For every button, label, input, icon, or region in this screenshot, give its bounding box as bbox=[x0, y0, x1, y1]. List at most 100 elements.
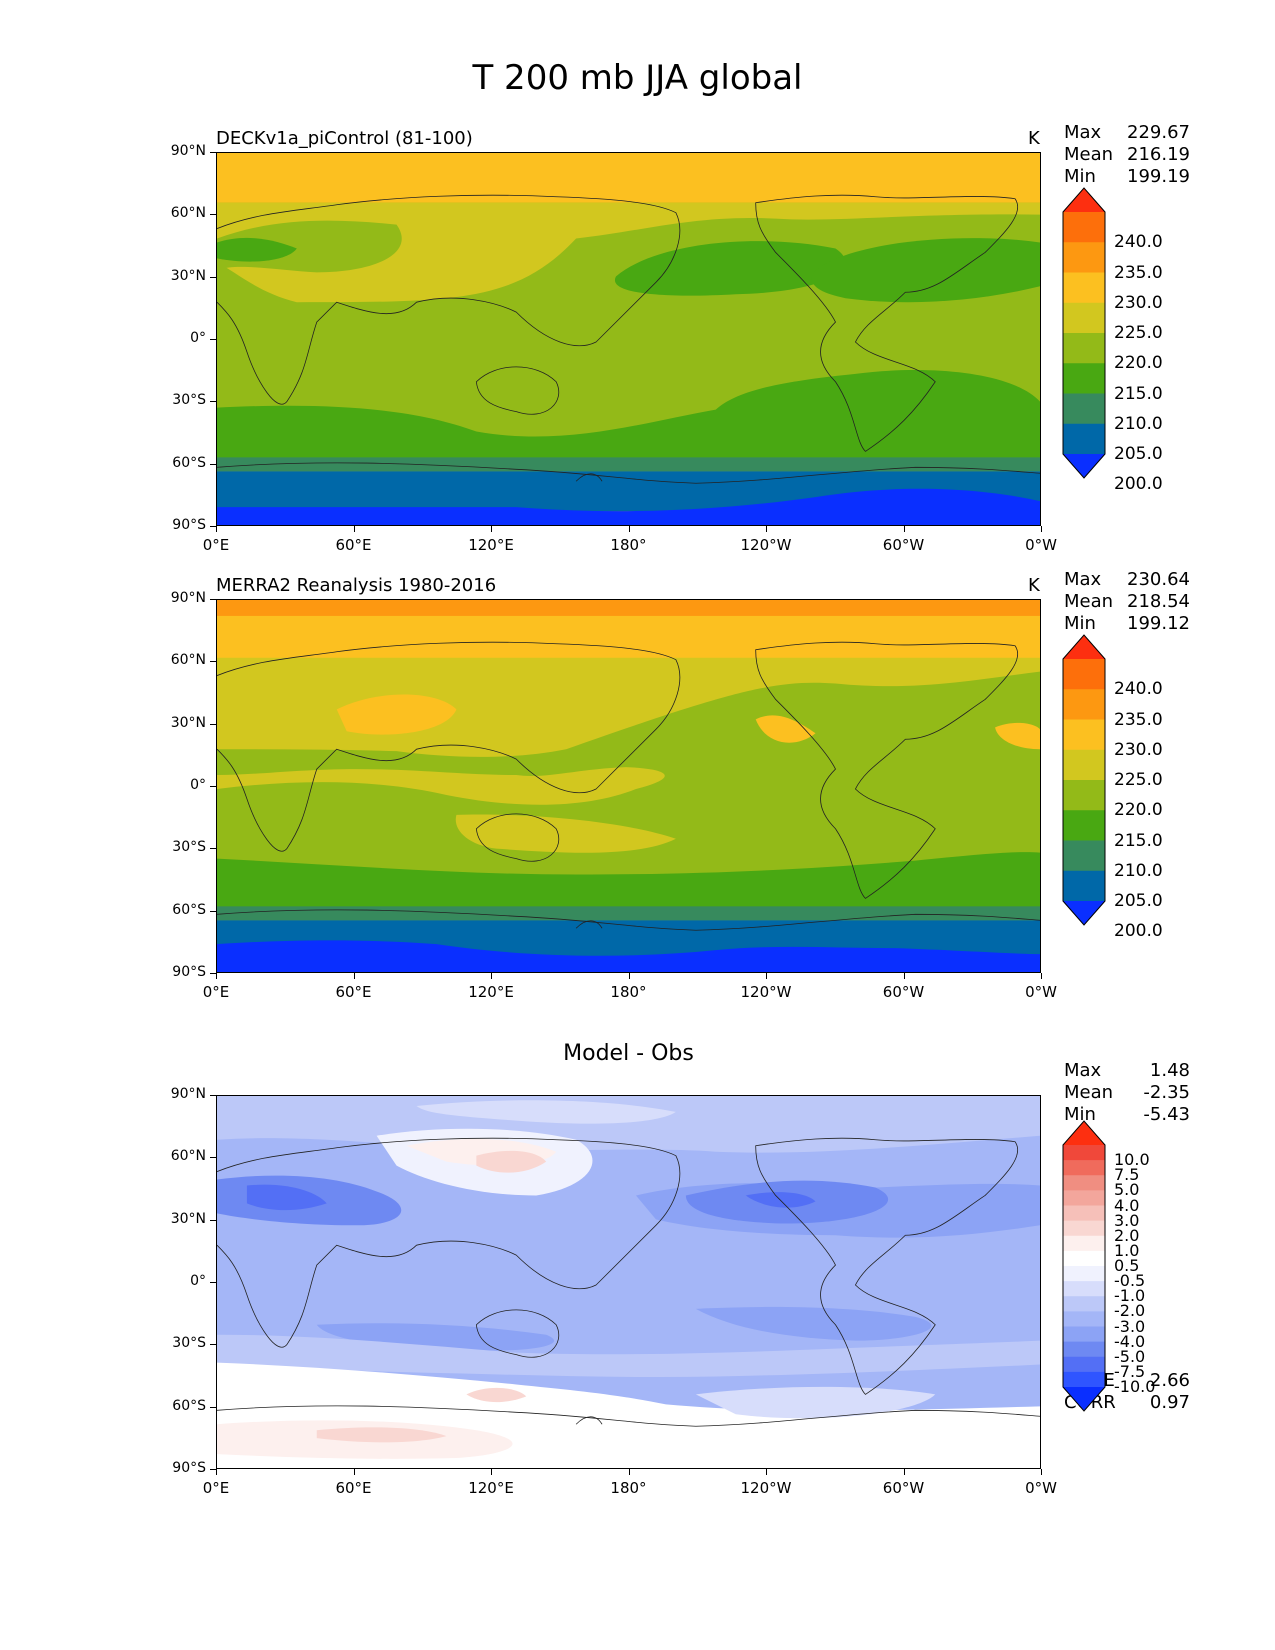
coastlines bbox=[217, 1137, 1040, 1427]
x-tick-label: 120°E bbox=[468, 1479, 514, 1497]
x-tick-mark bbox=[491, 526, 492, 532]
stat-value-min: 199.12 bbox=[1127, 613, 1190, 634]
colorbar-tick-label: -4.0 bbox=[1114, 1331, 1146, 1351]
x-tick-label: 0°E bbox=[202, 536, 230, 554]
colorbar-segment bbox=[1063, 272, 1105, 304]
y-tick-label: 90°S bbox=[172, 517, 206, 533]
y-tick-label: 30°N bbox=[170, 714, 206, 731]
y-tick-mark bbox=[210, 339, 216, 340]
x-tick-mark bbox=[766, 1469, 767, 1475]
colorbar-segment bbox=[1063, 393, 1105, 425]
colorbar-segment bbox=[1063, 1205, 1105, 1222]
colorbar-segment bbox=[1063, 780, 1105, 811]
colorbar-tick-label: 235.0 bbox=[1114, 709, 1163, 730]
stats-box: Max 1.48 Mean -2.35 Min -5.43 bbox=[1064, 1060, 1190, 1126]
y-tick-mark bbox=[210, 152, 216, 153]
stat-value-mean: -2.35 bbox=[1143, 1082, 1190, 1103]
colorbar-tick-label: 225.0 bbox=[1114, 770, 1163, 790]
band-plus1-siberia bbox=[476, 1150, 547, 1173]
colorbar-segment bbox=[1063, 1175, 1105, 1191]
x-tick-label: 60°E bbox=[335, 983, 372, 1001]
colorbar-segment bbox=[1063, 212, 1105, 243]
y-tick-mark bbox=[210, 723, 216, 725]
y-tick-label: 90°S bbox=[172, 964, 206, 980]
colorbar-segment bbox=[1063, 302, 1105, 334]
x-tick-label: 180° bbox=[610, 1479, 647, 1497]
colorbar-segment bbox=[1063, 333, 1105, 364]
x-tick-mark bbox=[353, 526, 355, 532]
colorbar-segment bbox=[1063, 1250, 1105, 1267]
band-225 bbox=[217, 153, 1040, 203]
x-tick-label: 60°E bbox=[335, 536, 372, 554]
colorbar-tick-label: 215.0 bbox=[1114, 383, 1163, 404]
stat-value-mean: 218.54 bbox=[1127, 591, 1190, 612]
x-tick-label: 60°W bbox=[882, 983, 925, 1001]
colorbar-tick-label: -0.5 bbox=[1114, 1271, 1146, 1291]
colorbar-tick-label: -2.0 bbox=[1114, 1301, 1146, 1321]
y-tick-label: 30°N bbox=[170, 1210, 206, 1227]
x-tick-label: 0°E bbox=[202, 983, 230, 1001]
stat-label-max: Max bbox=[1064, 1060, 1102, 1081]
stat-label-max: Max bbox=[1064, 122, 1102, 143]
x-tick-label: 0°W bbox=[1025, 1479, 1057, 1497]
stat-value-max: 229.67 bbox=[1127, 122, 1190, 143]
colorbar-tick-label: 240.0 bbox=[1114, 232, 1163, 253]
x-tick-mark bbox=[216, 526, 217, 532]
colorbar-tick-label: 7.5 bbox=[1114, 1165, 1140, 1185]
colorbar-tick-label: 220.0 bbox=[1114, 353, 1163, 374]
y-tick-mark bbox=[210, 401, 216, 403]
x-tick-label: 180° bbox=[610, 536, 647, 554]
contour-field bbox=[217, 153, 1040, 525]
stat-value-min: -5.43 bbox=[1143, 1104, 1190, 1125]
y-tick-mark bbox=[210, 1469, 216, 1470]
colorbar-tick-label: 200.0 bbox=[1114, 921, 1163, 942]
stat-value-min: 199.19 bbox=[1127, 166, 1190, 187]
y-tick-mark bbox=[210, 661, 216, 663]
panel-diff: Model - Obs Max 1.48 Mean -2.35 Min -5.43 bbox=[0, 1040, 1275, 1500]
band-230 bbox=[217, 600, 1040, 618]
y-tick-label: 60°N bbox=[170, 205, 206, 222]
band-220-north bbox=[217, 657, 1040, 757]
colorbar-outline bbox=[1062, 1120, 1106, 1412]
x-tick-label: 60°W bbox=[882, 1479, 925, 1497]
x-tick-mark bbox=[766, 973, 767, 979]
colorbar-tick-label: -7.5 bbox=[1114, 1361, 1146, 1381]
x-tick-mark bbox=[1041, 1469, 1042, 1475]
x-tick-mark bbox=[491, 973, 492, 979]
x-tick-label: 180° bbox=[610, 983, 647, 1001]
band-225-mexico bbox=[755, 715, 816, 743]
x-tick-label: 0°W bbox=[1025, 536, 1057, 554]
stat-value-max: 1.48 bbox=[1149, 1060, 1190, 1081]
panel-model: DECKv1a_piControl (81-100) K Max 229.67 M… bbox=[0, 122, 1275, 582]
colorbar-tick-label: 4.0 bbox=[1114, 1195, 1140, 1215]
colorbar-tick-label: 235.0 bbox=[1114, 262, 1163, 283]
temperature-map bbox=[216, 152, 1041, 526]
stat-label-min: Min bbox=[1064, 166, 1096, 187]
colorbar-segment bbox=[1063, 1235, 1105, 1252]
x-tick-label: 60°W bbox=[882, 536, 925, 554]
temperature-map bbox=[216, 599, 1041, 973]
colorbar-tick-label: 3.0 bbox=[1114, 1210, 1140, 1230]
colorbar-segment bbox=[1063, 1311, 1105, 1327]
x-tick-label: 120°E bbox=[468, 983, 514, 1001]
y-tick-label: 0° bbox=[190, 330, 206, 346]
band-minus3-spacific bbox=[695, 1306, 932, 1341]
colorbar-tick-label: 240.0 bbox=[1114, 679, 1163, 700]
y-tick-label: 0° bbox=[190, 1273, 206, 1289]
stat-label-min: Min bbox=[1064, 1104, 1096, 1125]
x-tick-mark bbox=[628, 973, 630, 979]
y-tick-mark bbox=[210, 1406, 216, 1408]
colorbar-segment bbox=[1063, 1356, 1105, 1373]
y-tick-label: 30°S bbox=[172, 392, 206, 409]
colorbar-extend-min bbox=[1063, 1387, 1105, 1411]
band-210-south bbox=[217, 852, 1040, 909]
band-220-australia bbox=[455, 814, 676, 853]
y-tick-label: 90°N bbox=[170, 1086, 206, 1102]
panel-obs: MERRA2 Reanalysis 1980-2016 K Max 230.64 … bbox=[0, 569, 1275, 1029]
y-tick-label: 60°N bbox=[170, 1148, 206, 1165]
colorbar-segment bbox=[1063, 810, 1105, 841]
stat-label-mean: Mean bbox=[1064, 1082, 1114, 1103]
colorbar-extend-min bbox=[1063, 454, 1105, 478]
y-tick-mark bbox=[210, 1157, 216, 1159]
band-205 bbox=[217, 906, 1040, 921]
